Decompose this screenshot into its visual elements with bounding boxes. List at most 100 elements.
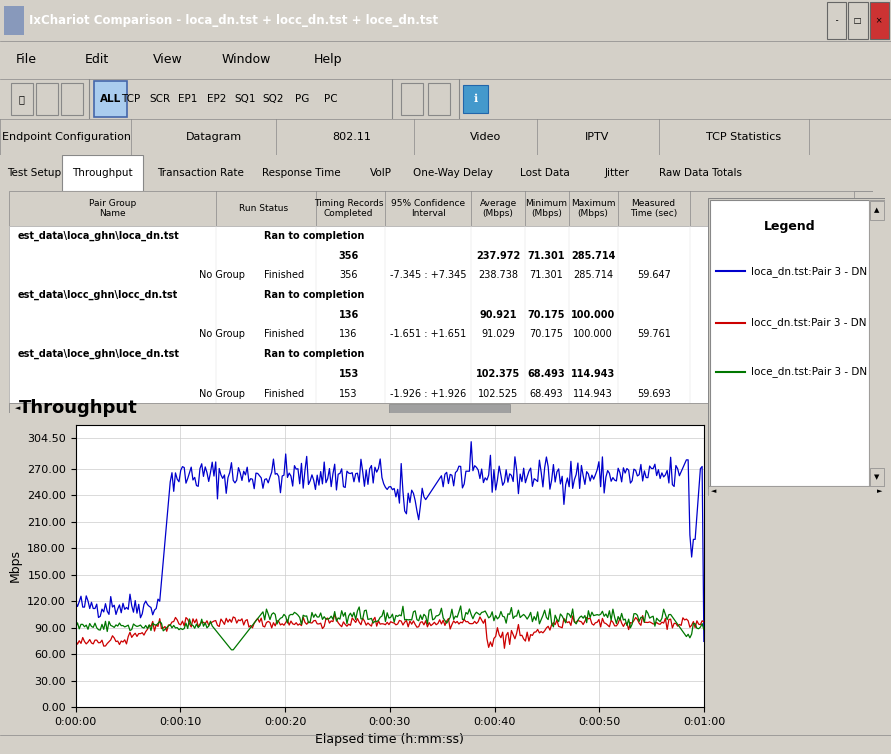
Text: Transaction Rate: Transaction Rate xyxy=(157,168,244,178)
Text: 70.175: 70.175 xyxy=(529,329,563,339)
Text: Finished: Finished xyxy=(264,388,304,399)
Text: ℹ: ℹ xyxy=(474,94,478,104)
Text: loce_dn.tst:Pair 3 - DN: loce_dn.tst:Pair 3 - DN xyxy=(751,366,868,377)
Text: Help: Help xyxy=(314,54,342,66)
Bar xyxy=(854,191,873,226)
Text: 3.077: 3.077 xyxy=(758,271,786,280)
Text: SQ2: SQ2 xyxy=(263,94,284,104)
Text: Timing Records
Completed: Timing Records Completed xyxy=(314,199,383,218)
Text: Finished: Finished xyxy=(264,329,304,339)
Bar xyxy=(61,83,83,115)
Text: 285.714: 285.714 xyxy=(571,251,616,261)
Text: 356: 356 xyxy=(339,271,358,280)
Text: No Group: No Group xyxy=(199,329,245,339)
Text: 285.714: 285.714 xyxy=(573,271,613,280)
Text: TCP Statistics: TCP Statistics xyxy=(707,132,781,143)
Text: 153: 153 xyxy=(339,369,359,379)
Text: IPTV: IPTV xyxy=(584,132,609,143)
Text: Run Status: Run Status xyxy=(240,204,289,213)
Text: Maximum
(Mbps): Maximum (Mbps) xyxy=(571,199,616,218)
Text: 💾: 💾 xyxy=(19,94,25,104)
Bar xyxy=(94,81,127,117)
Text: SQ1: SQ1 xyxy=(234,94,256,104)
Bar xyxy=(9,403,26,413)
Text: Window: Window xyxy=(222,54,271,66)
Y-axis label: Mbps: Mbps xyxy=(9,550,21,582)
Text: IxChariot Comparison - loca_dn.tst + locc_dn.tst + loce_dn.tst: IxChariot Comparison - loca_dn.tst + loc… xyxy=(29,14,438,27)
Text: -1.926 : +1.926: -1.926 : +1.926 xyxy=(390,388,466,399)
Text: ×: × xyxy=(873,16,886,25)
Text: Lost Data: Lost Data xyxy=(520,168,570,178)
Text: Legend: Legend xyxy=(764,220,815,233)
Text: View: View xyxy=(153,54,183,66)
Bar xyxy=(401,83,423,115)
Text: File: File xyxy=(16,54,37,66)
Text: 68.493: 68.493 xyxy=(529,388,563,399)
Bar xyxy=(870,201,884,220)
Text: 356: 356 xyxy=(339,251,359,261)
Text: 59.647: 59.647 xyxy=(637,271,671,280)
Text: 114.943: 114.943 xyxy=(571,369,616,379)
Text: ◄: ◄ xyxy=(15,406,20,411)
Text: EP2: EP2 xyxy=(207,94,226,104)
Text: Throughput: Throughput xyxy=(72,168,133,178)
Text: est_data\loca_ghn\loca_dn.tst: est_data\loca_ghn\loca_dn.tst xyxy=(18,231,179,241)
Text: SCR: SCR xyxy=(149,94,170,104)
Bar xyxy=(4,6,24,35)
Text: No Group: No Group xyxy=(199,271,245,280)
Text: Endpoint Configuration: Endpoint Configuration xyxy=(3,132,131,143)
Bar xyxy=(428,83,450,115)
Text: Datagram: Datagram xyxy=(186,132,241,143)
Text: 1.879: 1.879 xyxy=(758,388,786,399)
Text: 102.525: 102.525 xyxy=(478,388,519,399)
Text: 90.921: 90.921 xyxy=(479,310,517,320)
Text: ◄: ◄ xyxy=(711,489,716,494)
Text: 114.943: 114.943 xyxy=(573,388,613,399)
Bar xyxy=(870,467,884,486)
Text: ►: ► xyxy=(877,489,882,494)
Text: Throughput: Throughput xyxy=(20,400,138,418)
Text: 59.693: 59.693 xyxy=(637,388,671,399)
Text: Average
(Mbps): Average (Mbps) xyxy=(479,199,517,218)
Text: ►: ► xyxy=(862,406,867,411)
Text: Relative
Precision: Relative Precision xyxy=(752,199,792,218)
Text: Response Time: Response Time xyxy=(262,168,340,178)
Bar xyxy=(856,244,871,297)
Text: 70.175: 70.175 xyxy=(527,310,565,320)
Text: 68.493: 68.493 xyxy=(527,369,565,379)
Text: locc_dn.tst:Pair 3 - DN: locc_dn.tst:Pair 3 - DN xyxy=(751,317,867,329)
Bar xyxy=(870,2,889,38)
Bar xyxy=(62,155,143,191)
Bar xyxy=(856,403,873,413)
Text: 237.972: 237.972 xyxy=(476,251,520,261)
Text: est_data\loce_ghn\loce_dn.tst: est_data\loce_ghn\loce_dn.tst xyxy=(18,349,180,360)
Text: Ran to completion: Ran to completion xyxy=(264,231,364,241)
Text: TCP: TCP xyxy=(121,94,141,104)
Bar xyxy=(36,83,58,115)
Text: Finished: Finished xyxy=(264,271,304,280)
Text: 802.11: 802.11 xyxy=(332,132,372,143)
Text: -7.345 : +7.345: -7.345 : +7.345 xyxy=(390,271,466,280)
Text: 153: 153 xyxy=(339,388,358,399)
Text: VoIP: VoIP xyxy=(371,168,392,178)
Text: ALL: ALL xyxy=(100,94,121,104)
Bar xyxy=(11,83,33,115)
Text: 95% Confidence
Interval: 95% Confidence Interval xyxy=(391,199,465,218)
Text: Measured
Time (sec): Measured Time (sec) xyxy=(630,199,677,218)
Text: Jitter: Jitter xyxy=(605,168,630,178)
Text: Video: Video xyxy=(470,132,502,143)
Text: Ran to completion: Ran to completion xyxy=(264,349,364,359)
Text: EP1: EP1 xyxy=(178,94,198,104)
Text: 59.761: 59.761 xyxy=(637,329,671,339)
Text: 136: 136 xyxy=(339,329,358,339)
Text: ▼: ▼ xyxy=(874,474,879,480)
Text: □: □ xyxy=(852,16,864,25)
Bar xyxy=(854,226,873,403)
Text: 136: 136 xyxy=(339,310,359,320)
Text: Raw Data Totals: Raw Data Totals xyxy=(658,168,742,178)
Text: 102.375: 102.375 xyxy=(476,369,520,379)
Text: Minimum
(Mbps): Minimum (Mbps) xyxy=(526,199,568,218)
Text: 238.738: 238.738 xyxy=(478,271,518,280)
Text: loca_dn.tst:Pair 3 - DN: loca_dn.tst:Pair 3 - DN xyxy=(751,266,868,277)
X-axis label: Elapsed time (h:mm:ss): Elapsed time (h:mm:ss) xyxy=(315,733,464,746)
